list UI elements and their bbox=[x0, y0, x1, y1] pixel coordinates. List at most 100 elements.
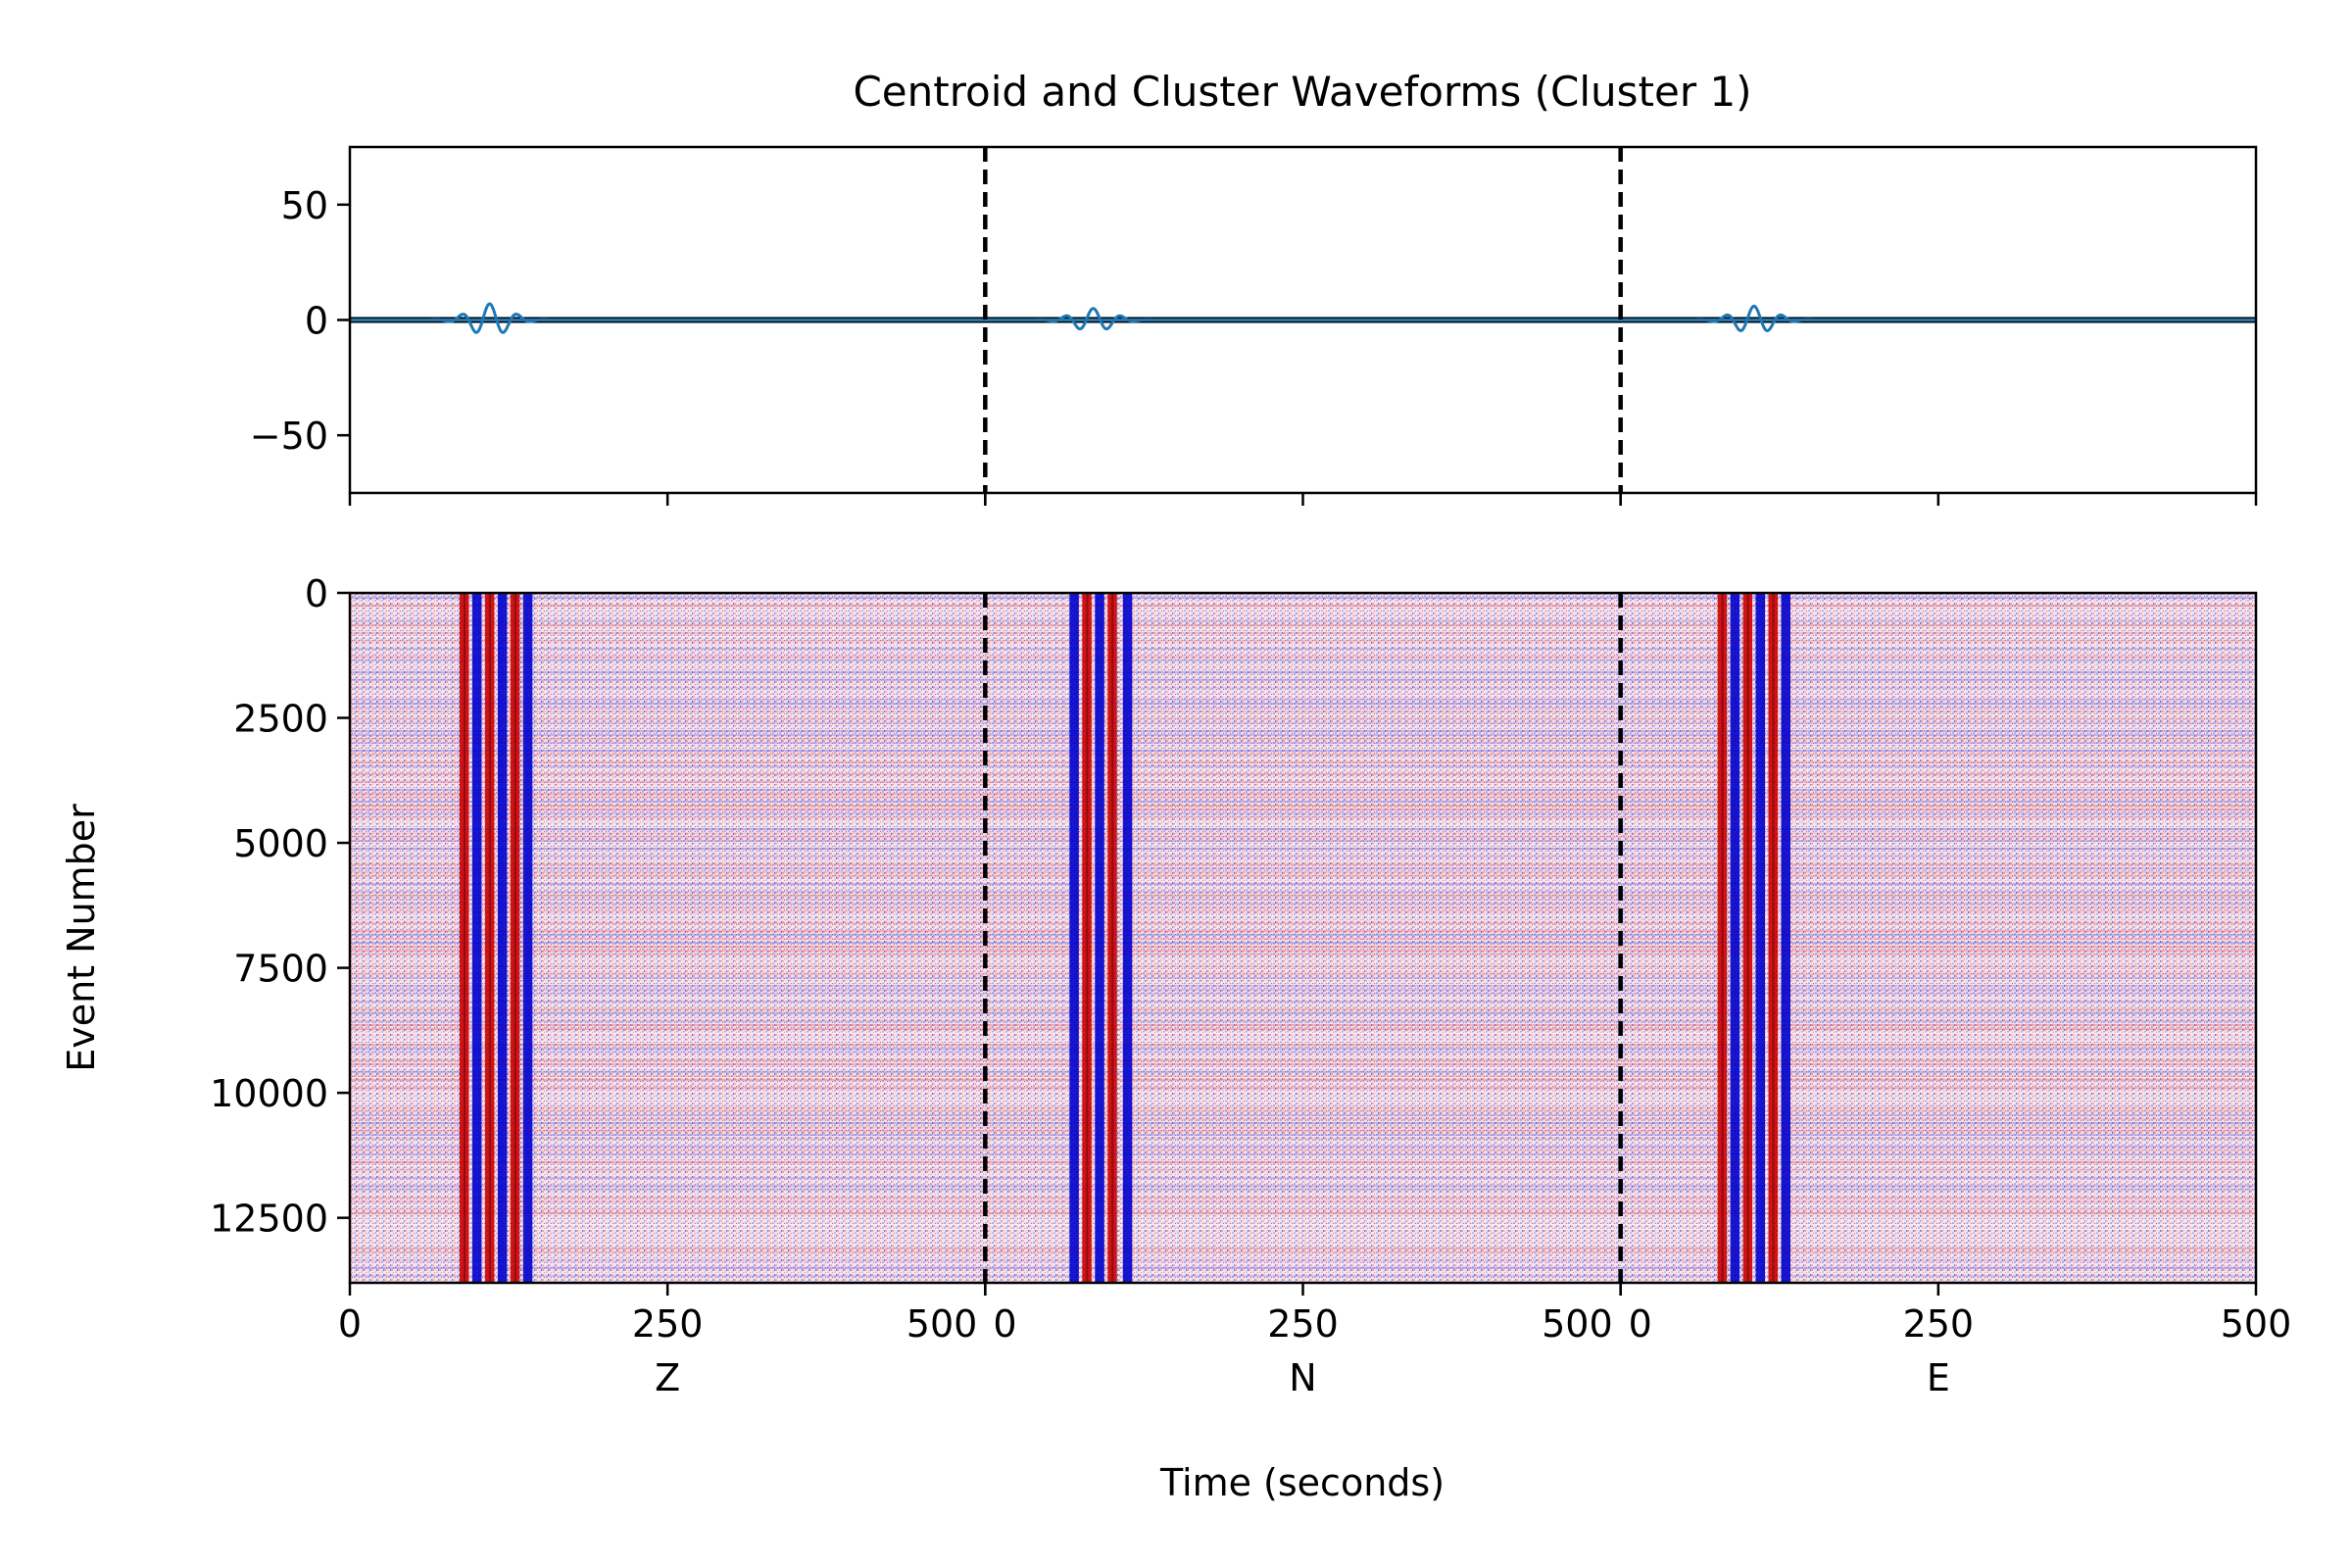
arrival-stripe-Z bbox=[510, 593, 520, 1283]
arrival-stripe-core bbox=[514, 593, 516, 1283]
centroid-plot-area bbox=[350, 147, 2256, 493]
heatmap-row bbox=[350, 985, 2256, 987]
heatmap-row bbox=[350, 930, 2256, 932]
heatmap-row bbox=[350, 597, 2256, 599]
heatmap-row bbox=[350, 1224, 2256, 1226]
heatmap-row bbox=[350, 734, 2256, 736]
heatmap-row bbox=[350, 1016, 2256, 1018]
heatmap-row bbox=[350, 1052, 2256, 1054]
heatmap-row bbox=[350, 1251, 2256, 1253]
heatmap-row bbox=[350, 1200, 2256, 1202]
heatmap-row bbox=[350, 612, 2256, 614]
arrival-stripe-Z bbox=[471, 593, 482, 1283]
heatmap-row bbox=[350, 1248, 2256, 1250]
heatmap-row bbox=[350, 605, 2256, 607]
heatmap-row bbox=[350, 942, 2256, 944]
arrival-stripe-Z bbox=[522, 593, 533, 1283]
heatmap-row bbox=[350, 805, 2256, 807]
heatmap-row bbox=[350, 1208, 2256, 1210]
heatmap-row bbox=[350, 879, 2256, 881]
x-tick-label: 0 bbox=[993, 1302, 1016, 1346]
arrival-stripe-N bbox=[1082, 593, 1092, 1283]
centroid-waveform-Z bbox=[350, 302, 986, 334]
x-tick-label: 500 bbox=[1542, 1302, 1613, 1346]
heatmap-fade bbox=[350, 593, 2256, 1283]
heatmap-row bbox=[350, 1236, 2256, 1238]
heatmap-row bbox=[350, 1279, 2256, 1281]
heatmap-row bbox=[350, 1020, 2256, 1022]
heatmap-row bbox=[350, 875, 2256, 877]
heatmap-row bbox=[350, 934, 2256, 936]
heatmap-row bbox=[350, 1055, 2256, 1057]
heatmap-row bbox=[350, 954, 2256, 956]
heatmap-row bbox=[350, 632, 2256, 634]
heatmap-row bbox=[350, 1110, 2256, 1112]
y-tick-label: 12500 bbox=[210, 1198, 328, 1241]
x-tick-label: 250 bbox=[1267, 1302, 1339, 1346]
heatmap-row bbox=[350, 844, 2256, 846]
x-tick-label: 250 bbox=[632, 1302, 704, 1346]
heatmap-row bbox=[350, 781, 2256, 783]
heatmap-row bbox=[350, 1012, 2256, 1014]
y-axis-label: Event Number bbox=[60, 804, 103, 1072]
heatmap-row bbox=[350, 903, 2256, 905]
heatmap-row bbox=[350, 836, 2256, 838]
heatmap-row bbox=[350, 1004, 2256, 1006]
heatmap-row bbox=[350, 1095, 2256, 1097]
heatmap-row bbox=[350, 973, 2256, 975]
heatmap-row bbox=[350, 856, 2256, 858]
heatmap-row bbox=[350, 1193, 2256, 1195]
heatmap-row bbox=[350, 859, 2256, 861]
arrival-stripe-E bbox=[1781, 593, 1790, 1283]
heatmap-row bbox=[350, 1244, 2256, 1246]
heatmap-row bbox=[350, 1048, 2256, 1050]
heatmap-row bbox=[350, 789, 2256, 791]
heatmap-row bbox=[350, 652, 2256, 654]
heatmap-row bbox=[350, 1216, 2256, 1218]
heatmap-row bbox=[350, 965, 2256, 967]
heatmap-row bbox=[350, 1161, 2256, 1163]
heatmap-row bbox=[350, 1267, 2256, 1269]
arrival-stripe-E bbox=[1768, 593, 1779, 1283]
heatmap-row bbox=[350, 1228, 2256, 1230]
heatmap-row bbox=[350, 710, 2256, 712]
heatmap-row bbox=[350, 1083, 2256, 1085]
heatmap-row bbox=[350, 801, 2256, 803]
heatmap-row bbox=[350, 977, 2256, 979]
heatmap-row bbox=[350, 1150, 2256, 1152]
heatmap-row bbox=[350, 918, 2256, 920]
heatmap-row bbox=[350, 1114, 2256, 1116]
heatmap-row bbox=[350, 1079, 2256, 1081]
heatmap-row bbox=[350, 957, 2256, 959]
heatmap-row bbox=[350, 840, 2256, 842]
heatmap-row bbox=[350, 824, 2256, 826]
heatmap-row bbox=[350, 914, 2256, 916]
heatmap-row bbox=[350, 1212, 2256, 1214]
heatmap-row bbox=[350, 997, 2256, 999]
heatmap-rows bbox=[350, 593, 2256, 1283]
heatmap-row bbox=[350, 1177, 2256, 1179]
heatmap-row bbox=[350, 895, 2256, 897]
heatmap-row bbox=[350, 1263, 2256, 1265]
heatmap-row bbox=[350, 1204, 2256, 1206]
heatmap-row bbox=[350, 616, 2256, 618]
heatmap-row bbox=[350, 1001, 2256, 1003]
arrival-stripe-core bbox=[1721, 593, 1724, 1283]
heatmap-row bbox=[350, 671, 2256, 673]
heatmap-row bbox=[350, 718, 2256, 720]
heatmap-row bbox=[350, 707, 2256, 709]
heatmap-row bbox=[350, 1071, 2256, 1073]
heatmap-row bbox=[350, 663, 2256, 665]
heatmap-row bbox=[350, 1134, 2256, 1136]
heatmap-row bbox=[350, 961, 2256, 963]
heatmap-row bbox=[350, 1138, 2256, 1140]
heatmap-row bbox=[350, 863, 2256, 865]
heatmap-row bbox=[350, 1197, 2256, 1199]
heatmap-row bbox=[350, 1063, 2256, 1065]
heatmap-row bbox=[350, 746, 2256, 748]
heatmap-row bbox=[350, 1185, 2256, 1187]
arrival-stripe-E bbox=[1742, 593, 1753, 1283]
heatmap-row bbox=[350, 1232, 2256, 1234]
heatmap-row bbox=[350, 703, 2256, 705]
